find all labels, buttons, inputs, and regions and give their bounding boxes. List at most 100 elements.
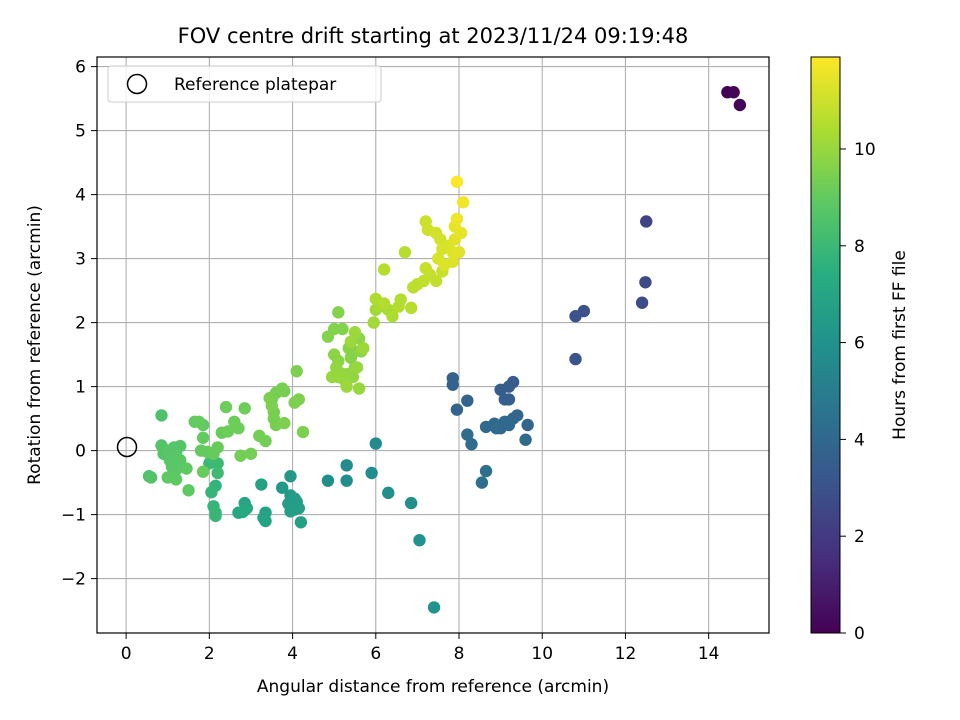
colorbar-gradient bbox=[810, 56, 841, 634]
colorbar-label: Hours from first FF file bbox=[890, 250, 910, 440]
y-tick-label: 2 bbox=[75, 314, 86, 334]
data-point bbox=[221, 425, 235, 438]
y-tick-label: 1 bbox=[75, 378, 86, 398]
data-point bbox=[211, 466, 224, 480]
legend-label: Reference platepar bbox=[174, 75, 336, 95]
data-point bbox=[456, 196, 470, 209]
y-tick-label: 4 bbox=[75, 186, 86, 206]
data-point bbox=[419, 262, 432, 275]
data-point bbox=[640, 215, 653, 228]
data-point bbox=[465, 438, 478, 451]
data-point bbox=[294, 516, 308, 529]
x-tick-label: 2 bbox=[204, 644, 215, 664]
colorbar-tick-label: 4 bbox=[854, 430, 865, 450]
data-point bbox=[386, 310, 399, 323]
data-point bbox=[369, 437, 382, 450]
data-point bbox=[182, 484, 195, 497]
chart-title: FOV centre drift starting at 2023/11/24 … bbox=[178, 24, 689, 48]
data-point bbox=[404, 496, 418, 510]
data-point bbox=[479, 420, 493, 434]
data-point bbox=[427, 601, 441, 614]
data-point bbox=[292, 502, 306, 515]
data-point bbox=[234, 449, 247, 462]
data-point bbox=[382, 486, 395, 500]
data-point bbox=[265, 399, 278, 412]
data-point bbox=[404, 301, 418, 315]
x-tick-label: 0 bbox=[121, 644, 132, 664]
legend-box bbox=[107, 65, 382, 103]
data-point bbox=[244, 447, 258, 460]
data-point bbox=[296, 425, 310, 439]
data-point bbox=[450, 403, 464, 416]
x-tick-label: 12 bbox=[615, 644, 637, 664]
data-point bbox=[284, 470, 297, 483]
plot-frame bbox=[96, 56, 770, 634]
data-point bbox=[569, 352, 582, 366]
y-tick-label: 3 bbox=[75, 250, 86, 270]
data-point bbox=[519, 433, 532, 446]
data-point bbox=[211, 441, 224, 454]
data-point bbox=[336, 322, 349, 336]
data-point bbox=[196, 418, 210, 432]
data-point bbox=[352, 382, 366, 395]
data-point bbox=[205, 486, 218, 499]
data-point bbox=[494, 383, 507, 396]
data-point bbox=[521, 418, 534, 432]
data-point bbox=[340, 380, 353, 393]
data-point bbox=[429, 274, 443, 288]
data-point bbox=[450, 175, 464, 188]
data-point bbox=[238, 503, 251, 517]
data-point bbox=[490, 422, 503, 435]
x-tick-label: 8 bbox=[454, 644, 465, 664]
data-point bbox=[259, 514, 272, 528]
legend: Reference platepar bbox=[107, 65, 382, 103]
data-point bbox=[255, 478, 268, 491]
data-point bbox=[259, 434, 272, 448]
data-point bbox=[479, 464, 493, 478]
data-point bbox=[348, 326, 362, 339]
data-point bbox=[377, 263, 391, 276]
y-tick-label: 0 bbox=[75, 442, 86, 462]
data-point bbox=[290, 365, 303, 378]
data-point bbox=[446, 378, 459, 391]
data-point bbox=[155, 409, 168, 422]
reference-platepar-marker bbox=[116, 436, 138, 458]
data-point bbox=[144, 471, 158, 484]
data-point bbox=[238, 402, 251, 415]
data-point bbox=[502, 393, 516, 406]
y-tick-label: −1 bbox=[61, 506, 86, 526]
data-point bbox=[727, 86, 740, 99]
y-tick-label: 5 bbox=[75, 122, 86, 142]
data-point bbox=[169, 473, 183, 486]
data-point bbox=[392, 300, 405, 313]
data-point bbox=[196, 431, 210, 444]
data-point bbox=[461, 428, 474, 441]
colorbar-tick-label: 10 bbox=[854, 140, 876, 160]
data-point bbox=[377, 297, 391, 310]
data-point bbox=[332, 306, 345, 319]
data-point bbox=[365, 466, 378, 480]
data-point bbox=[413, 534, 426, 547]
data-point bbox=[398, 246, 412, 259]
x-axis-label: Angular distance from reference (arcmin) bbox=[257, 677, 609, 697]
data-point bbox=[639, 276, 652, 289]
data-point bbox=[219, 400, 233, 414]
data-point bbox=[344, 335, 358, 348]
data-point bbox=[446, 255, 459, 268]
data-point bbox=[196, 465, 210, 478]
y-axis-label: Rotation from reference (arcmin) bbox=[25, 205, 45, 485]
grid-lines bbox=[97, 57, 769, 633]
data-points bbox=[142, 86, 747, 614]
data-point bbox=[180, 462, 193, 475]
x-axis-ticks: 0 2 4 6 8 10 12 14 bbox=[121, 633, 720, 664]
data-point bbox=[292, 393, 306, 406]
data-point bbox=[367, 316, 380, 329]
y-axis-ticks: −2 −1 0 1 2 3 4 5 6 bbox=[61, 58, 97, 590]
data-point bbox=[357, 342, 370, 355]
data-point bbox=[475, 476, 489, 489]
data-point bbox=[340, 474, 353, 487]
x-tick-label: 14 bbox=[698, 644, 720, 664]
data-point bbox=[461, 394, 474, 407]
data-point bbox=[278, 416, 291, 430]
